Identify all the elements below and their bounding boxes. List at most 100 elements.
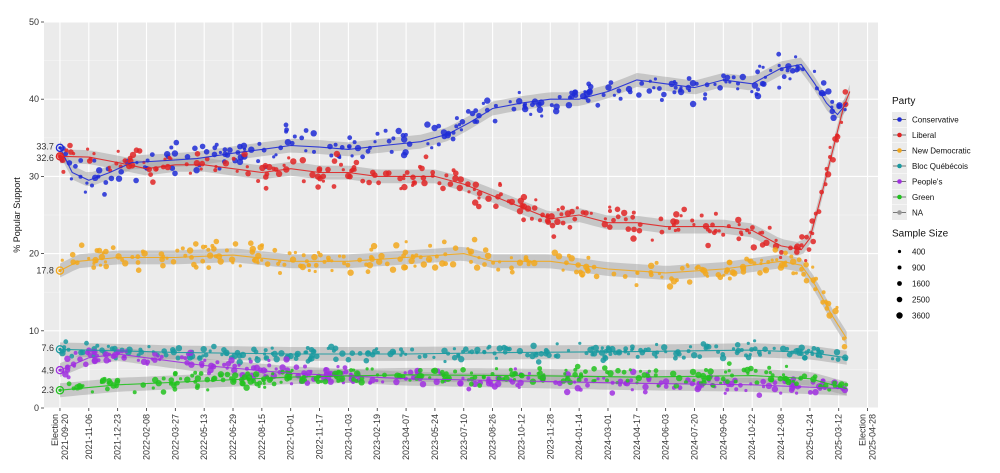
trend-line <box>59 63 848 181</box>
poll-point <box>784 364 789 368</box>
poll-point <box>705 242 711 249</box>
poll-point <box>349 368 354 373</box>
poll-point <box>727 369 731 373</box>
poll-point <box>508 100 512 104</box>
poll-point <box>192 145 198 152</box>
poll-point <box>789 384 796 392</box>
poll-point <box>179 377 183 381</box>
poll-point <box>517 197 524 204</box>
x-tick-text: 2022-11-17 <box>315 414 325 459</box>
poll-point <box>673 228 678 233</box>
poll-point <box>482 247 489 253</box>
poll-point <box>299 157 306 164</box>
poll-point <box>92 158 97 163</box>
x-tick-text: 2025-03-12 <box>834 414 844 460</box>
poll-point <box>453 170 459 176</box>
poll-point <box>796 257 802 263</box>
x-tick-text: 2024-12-08 <box>776 414 786 460</box>
poll-point <box>369 376 376 384</box>
x-tick-text: 2024-01-14 <box>574 414 584 460</box>
poll-point <box>225 361 232 367</box>
poll-point <box>843 108 847 112</box>
poll-point <box>397 256 404 262</box>
poll-point <box>457 123 462 127</box>
poll-point <box>681 355 686 360</box>
poll-point <box>408 257 415 265</box>
poll-point <box>457 380 464 387</box>
poll-point <box>772 346 776 350</box>
poll-point <box>468 251 472 255</box>
poll-point <box>791 271 796 276</box>
poll-point <box>661 91 667 98</box>
poll-point <box>754 380 760 386</box>
poll-point <box>452 347 456 351</box>
poll-point <box>611 217 616 223</box>
poll-point <box>578 387 583 392</box>
poll-point <box>194 151 201 157</box>
poll-point <box>661 344 668 351</box>
poll-point <box>237 143 243 150</box>
poll-point <box>312 349 316 353</box>
poll-point <box>245 170 251 177</box>
poll-point <box>608 352 613 356</box>
poll-point <box>516 347 524 355</box>
legend-size-label: 900 <box>912 264 926 273</box>
poll-point <box>707 368 714 375</box>
poll-point <box>769 68 773 73</box>
poll-point <box>751 82 759 89</box>
poll-point <box>587 88 593 94</box>
poll-point <box>220 353 224 357</box>
poll-point <box>831 357 835 361</box>
poll-point <box>401 264 408 271</box>
election-value-label: 17.8 <box>36 266 54 276</box>
poll-point <box>646 347 651 352</box>
poll-point <box>655 342 659 347</box>
election-value-label: 2.3 <box>41 385 54 395</box>
x-tick-text: 2021-09-20 <box>60 414 70 460</box>
poll-point <box>271 381 277 387</box>
poll-point <box>206 265 212 270</box>
poll-point <box>760 258 764 262</box>
y-tick-label: 20 <box>29 249 39 259</box>
poll-point <box>452 245 459 251</box>
poll-point <box>651 351 658 357</box>
poll-point <box>305 346 310 350</box>
poll-point <box>828 145 832 149</box>
poll-point <box>284 139 292 146</box>
poll-point <box>306 263 311 268</box>
poll-point <box>274 367 278 371</box>
poll-point <box>114 377 121 384</box>
poll-point <box>595 102 601 108</box>
poll-point <box>118 169 124 175</box>
poll-point <box>78 158 84 163</box>
poll-point <box>636 92 642 98</box>
poll-point <box>694 81 699 86</box>
poll-point <box>257 380 263 386</box>
poll-point <box>810 277 817 283</box>
poll-point <box>642 383 649 391</box>
poll-point <box>437 181 442 186</box>
poll-point <box>659 229 665 235</box>
poll-point <box>164 163 171 171</box>
poll-point <box>266 377 273 383</box>
poll-point <box>460 367 466 373</box>
poll-point <box>726 259 733 266</box>
poll-point <box>676 374 683 382</box>
poll-point <box>354 379 359 383</box>
poll-point <box>563 372 567 376</box>
poll-point <box>59 156 66 163</box>
poll-point <box>404 240 408 244</box>
poll-point <box>472 181 479 188</box>
poll-point <box>350 167 355 173</box>
trend-line <box>59 91 851 251</box>
poll-point <box>540 114 544 118</box>
poll-point <box>148 172 154 178</box>
poll-point <box>386 170 392 176</box>
poll-point <box>740 232 744 237</box>
poll-point <box>450 136 456 142</box>
poll-point <box>779 250 784 255</box>
poll-point <box>257 244 264 251</box>
poll-point <box>591 366 597 372</box>
poll-point <box>555 253 563 260</box>
poll-point <box>564 210 572 217</box>
